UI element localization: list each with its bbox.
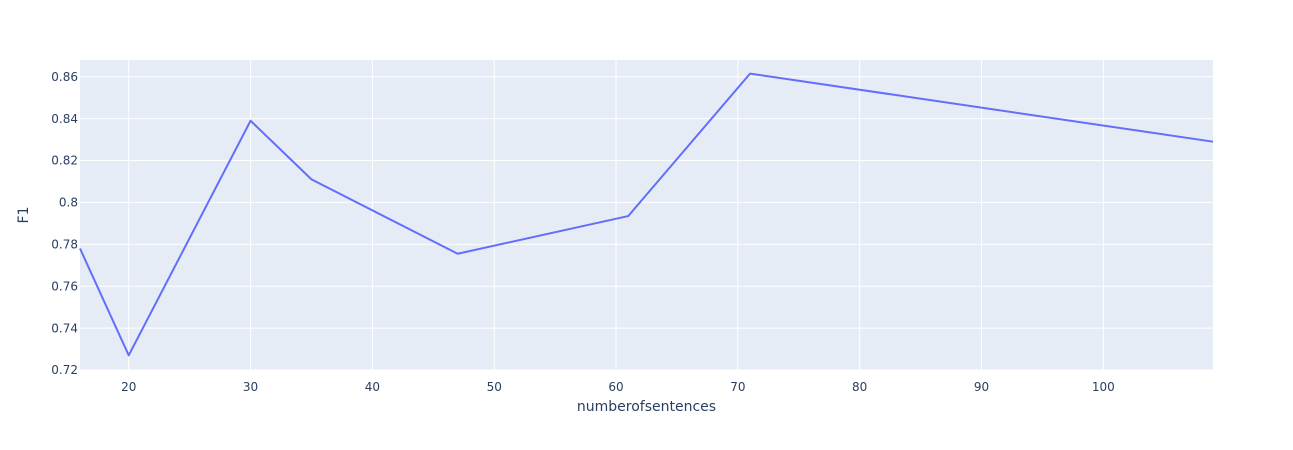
- x-tick-label: 80: [852, 380, 867, 394]
- x-tick-label: 20: [121, 380, 136, 394]
- y-tick-label: 0.84: [51, 112, 78, 126]
- x-tick-label: 50: [487, 380, 502, 394]
- x-tick-label: 70: [730, 380, 745, 394]
- y-axis-ticks: 0.72 0.74 0.76 0.78 0.8 0.82 0.84 0.86: [51, 70, 78, 377]
- x-tick-label: 90: [974, 380, 989, 394]
- y-tick-label: 0.82: [51, 154, 78, 168]
- x-tick-label: 60: [608, 380, 623, 394]
- y-tick-label: 0.8: [59, 196, 78, 210]
- y-axis-title: F1: [16, 207, 32, 224]
- y-tick-label: 0.74: [51, 321, 78, 335]
- y-tick-label: 0.78: [51, 238, 78, 252]
- x-axis-title: numberofsentences: [577, 399, 716, 415]
- x-tick-label: 40: [365, 380, 380, 394]
- y-tick-label: 0.72: [51, 363, 78, 377]
- series-line: [79, 72, 1214, 357]
- x-tick-label: 100: [1092, 380, 1115, 394]
- plot-area: [80, 60, 1213, 370]
- x-tick-label: 30: [243, 380, 258, 394]
- series-layer: [79, 72, 1214, 357]
- y-tick-label: 0.76: [51, 279, 78, 293]
- gridlines: [80, 60, 1213, 371]
- y-tick-label: 0.86: [51, 70, 78, 84]
- x-axis-ticks: 20 30 40 50 60 70 80 90 100: [121, 380, 1115, 394]
